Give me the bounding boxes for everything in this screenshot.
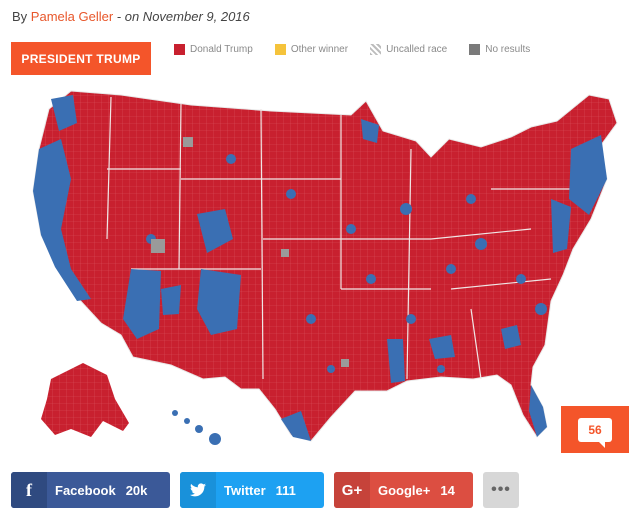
clinton-counties xyxy=(33,95,607,441)
legend-swatch xyxy=(174,44,185,55)
share-count: 14 xyxy=(440,482,455,498)
share-bar: f Facebook 20k Twitter 111 G+ Google+ 14… xyxy=(11,472,519,508)
facebook-share-button[interactable]: f Facebook 20k xyxy=(11,472,170,508)
twitter-bird-icon xyxy=(180,472,216,508)
comment-bubble-icon: 56 xyxy=(578,418,612,448)
election-map-image: PRESIDENT TRUMP Donald Trump Other winne… xyxy=(11,39,629,453)
publish-date: on November 9, 2016 xyxy=(124,9,250,24)
comments-count-button[interactable]: 56 xyxy=(561,406,629,453)
contiguous-us-shape xyxy=(32,90,618,442)
legend-swatch xyxy=(274,44,286,55)
more-dots-icon: ••• xyxy=(491,481,511,498)
byline-separator: - xyxy=(113,9,125,24)
googleplus-share-button[interactable]: G+ Google+ 14 xyxy=(334,472,473,508)
legend-label: Other winner xyxy=(290,44,349,55)
share-label: Twitter xyxy=(224,482,266,498)
twitter-share-button[interactable]: Twitter 111 xyxy=(180,472,324,508)
hawaii-shape xyxy=(172,410,221,445)
author-link[interactable]: Pamela Geller xyxy=(30,9,114,24)
share-count: 20k xyxy=(125,482,148,498)
legend-swatch xyxy=(370,44,382,55)
more-share-button[interactable]: ••• xyxy=(483,472,519,508)
state-borders xyxy=(106,96,571,380)
legend-swatch xyxy=(469,44,481,55)
facebook-icon: f xyxy=(11,472,47,508)
article-byline: By Pamela Geller - on November 9, 2016 xyxy=(12,9,250,24)
legend-item-uncalled: Uncalled race xyxy=(370,44,447,55)
comment-count: 56 xyxy=(588,423,602,437)
share-label: Facebook xyxy=(55,482,116,498)
legend-label: Donald Trump xyxy=(190,44,253,55)
category-tag[interactable]: PRESIDENT TRUMP xyxy=(11,42,151,75)
legend-item-trump: Donald Trump xyxy=(174,44,253,55)
map-legend: Donald Trump Other winner Uncalled race … xyxy=(174,44,530,55)
us-county-map xyxy=(32,90,618,445)
google-plus-icon: G+ xyxy=(334,472,370,508)
alaska-shape xyxy=(41,363,129,437)
legend-label: Uncalled race xyxy=(386,44,448,55)
byline-prefix: By xyxy=(12,9,31,24)
share-count: 111 xyxy=(275,482,296,498)
legend-item-no-results: No results xyxy=(469,44,530,55)
legend-item-other: Other winner xyxy=(274,44,349,55)
no-result-counties xyxy=(151,137,349,367)
share-label: Google+ xyxy=(378,482,431,498)
legend-label: No results xyxy=(485,44,531,55)
